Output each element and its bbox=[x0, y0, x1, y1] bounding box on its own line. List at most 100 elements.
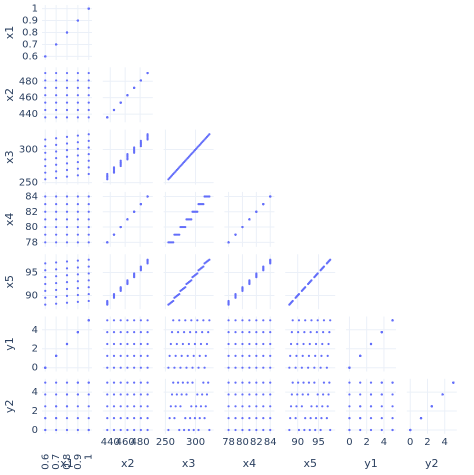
point bbox=[112, 366, 116, 369]
point bbox=[106, 366, 109, 369]
point bbox=[76, 174, 79, 177]
point bbox=[87, 133, 90, 136]
point bbox=[328, 331, 331, 334]
point bbox=[234, 405, 237, 408]
point bbox=[319, 366, 322, 369]
point bbox=[170, 393, 174, 396]
point bbox=[76, 71, 79, 75]
point bbox=[167, 366, 170, 369]
point bbox=[178, 428, 181, 432]
point bbox=[119, 331, 122, 334]
point bbox=[65, 155, 69, 158]
x-tick-label: 95 bbox=[312, 437, 325, 448]
point bbox=[126, 381, 129, 384]
point bbox=[179, 366, 182, 369]
point bbox=[55, 163, 58, 166]
point bbox=[380, 393, 383, 396]
point bbox=[55, 71, 58, 75]
point bbox=[300, 366, 303, 369]
point bbox=[308, 428, 311, 432]
point bbox=[262, 331, 265, 334]
point bbox=[87, 233, 90, 236]
point bbox=[44, 289, 47, 292]
point bbox=[172, 299, 175, 303]
point bbox=[193, 342, 197, 346]
point bbox=[359, 405, 362, 408]
point bbox=[139, 381, 142, 384]
point bbox=[227, 241, 230, 244]
point bbox=[146, 258, 149, 261]
point bbox=[307, 354, 311, 357]
point bbox=[409, 428, 412, 432]
point bbox=[262, 342, 265, 346]
point bbox=[44, 428, 47, 432]
point bbox=[119, 366, 122, 369]
point bbox=[197, 428, 200, 432]
point bbox=[289, 342, 293, 346]
point bbox=[44, 138, 47, 141]
point bbox=[369, 405, 373, 408]
point bbox=[44, 158, 47, 161]
point bbox=[262, 265, 265, 268]
point bbox=[55, 94, 58, 97]
subplot bbox=[42, 316, 92, 372]
point bbox=[296, 342, 299, 346]
point bbox=[248, 393, 251, 396]
point bbox=[289, 417, 292, 420]
point bbox=[106, 299, 109, 303]
point bbox=[248, 354, 251, 357]
point bbox=[369, 428, 373, 432]
point bbox=[55, 143, 58, 146]
point bbox=[201, 393, 204, 396]
point bbox=[139, 342, 142, 346]
point bbox=[184, 225, 187, 229]
point bbox=[65, 203, 69, 206]
point bbox=[262, 366, 265, 369]
point bbox=[227, 393, 230, 396]
point bbox=[146, 195, 149, 198]
point bbox=[76, 381, 79, 384]
point bbox=[241, 354, 244, 357]
point bbox=[369, 342, 373, 346]
x-axis-title: x3 bbox=[182, 457, 196, 470]
point bbox=[430, 405, 433, 408]
point bbox=[190, 319, 193, 322]
point bbox=[380, 331, 383, 334]
x-tick-label: 250 bbox=[156, 437, 175, 448]
point bbox=[146, 331, 149, 334]
point bbox=[322, 331, 325, 334]
point bbox=[255, 319, 258, 322]
point bbox=[441, 393, 444, 396]
point bbox=[180, 354, 183, 357]
point bbox=[87, 265, 90, 268]
point bbox=[55, 405, 58, 408]
point bbox=[380, 417, 383, 420]
point bbox=[146, 405, 149, 408]
point bbox=[196, 393, 199, 396]
y-tick-label: 0.6 bbox=[22, 51, 38, 62]
point bbox=[302, 381, 305, 384]
point bbox=[255, 393, 258, 396]
point bbox=[307, 393, 310, 396]
y-axis-title: x5 bbox=[3, 275, 16, 289]
point bbox=[328, 381, 331, 384]
point bbox=[168, 354, 171, 357]
y-tick-label: 82 bbox=[25, 207, 38, 218]
point bbox=[248, 319, 251, 322]
point bbox=[291, 319, 294, 322]
point bbox=[87, 146, 90, 149]
point bbox=[297, 319, 301, 322]
point bbox=[180, 393, 183, 396]
x-tick-label: 4 bbox=[381, 437, 387, 448]
y-tick-label: 0 bbox=[32, 363, 38, 374]
point bbox=[262, 354, 265, 357]
point bbox=[178, 166, 181, 169]
point bbox=[241, 342, 244, 346]
point bbox=[208, 428, 211, 432]
point bbox=[295, 405, 298, 408]
subplot bbox=[102, 378, 153, 434]
point bbox=[241, 225, 244, 229]
point bbox=[87, 101, 90, 104]
point bbox=[87, 172, 90, 176]
point bbox=[55, 195, 58, 198]
